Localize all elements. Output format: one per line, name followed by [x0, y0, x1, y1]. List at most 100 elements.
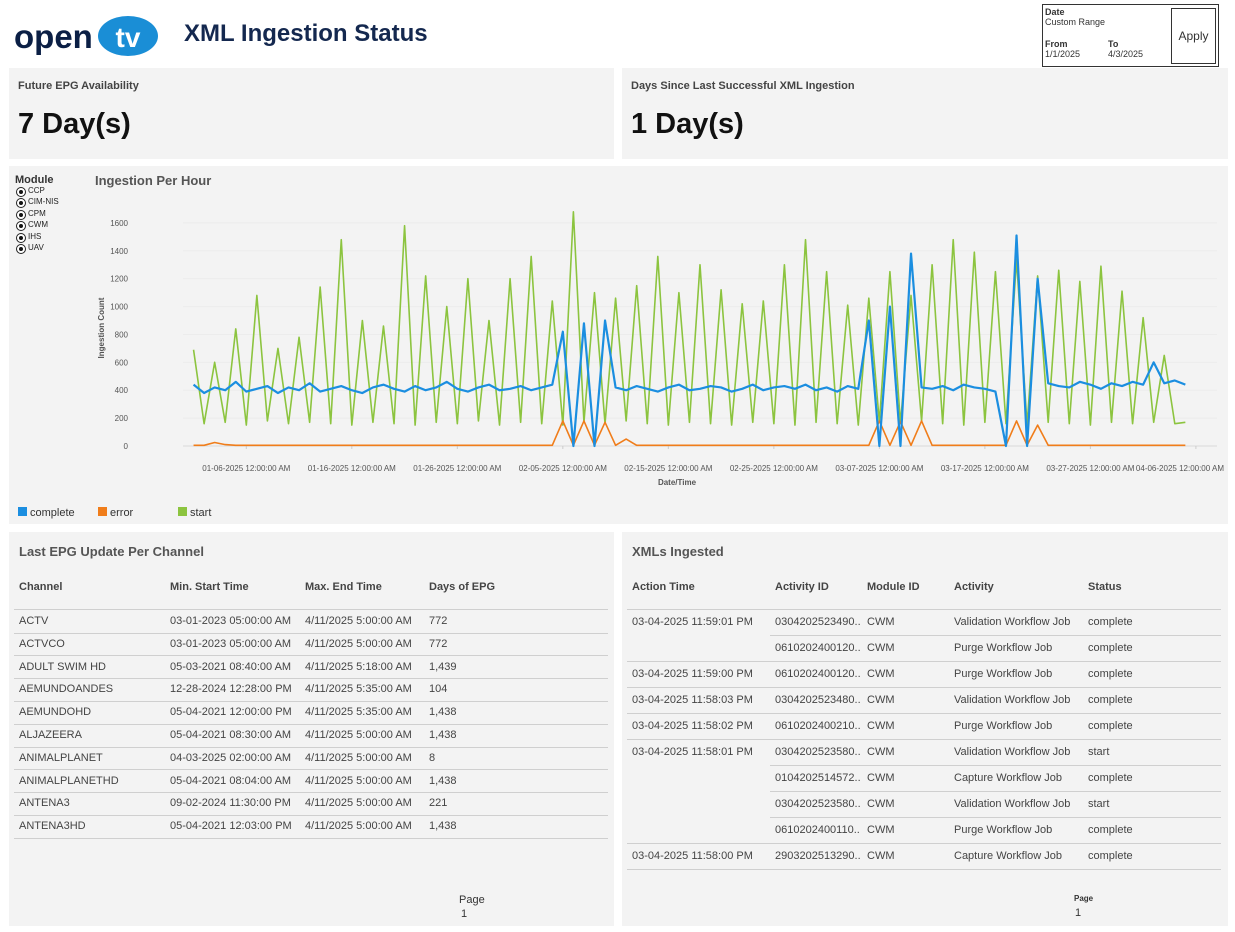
table-cell: 1,438: [429, 774, 457, 787]
table-cell: 04-03-2025 02:00:00 AM: [170, 751, 292, 764]
module-option[interactable]: CWM: [28, 220, 48, 230]
table-cell: 0304202523480..: [775, 694, 861, 706]
table-cell: Purge Workflow Job: [954, 642, 1053, 654]
table-cell: ALJAZEERA: [19, 729, 82, 741]
column-header: Min. Start Time: [170, 581, 249, 593]
table-rule: [14, 723, 608, 725]
module-option[interactable]: CIM-NIS: [28, 197, 59, 207]
table-cell: 772: [429, 637, 448, 650]
column-header: Max. End Time: [305, 581, 382, 593]
module-option[interactable]: CPM: [28, 208, 46, 218]
table-title: Last EPG Update Per Channel: [19, 544, 204, 559]
table-cell: 0610202400120..: [775, 668, 861, 680]
table-cell: 4/11/2025 5:00:00 AM: [305, 637, 412, 650]
table-rule: [14, 632, 608, 634]
table-cell: 05-04-2021 12:03:00 PM: [170, 820, 292, 833]
x-tick-label: 01-16-2025 12:00:00 AM: [308, 464, 396, 473]
logo-mark: tv: [116, 22, 141, 53]
radio-button[interactable]: [16, 244, 26, 254]
y-tick-label: 200: [115, 414, 129, 423]
table-cell: complete: [1088, 772, 1133, 784]
from-date[interactable]: 1/1/2025: [1045, 49, 1081, 59]
table-cell: 09-02-2024 11:30:00 PM: [170, 797, 291, 810]
table-cell: Purge Workflow Job: [954, 824, 1053, 836]
table-cell: AEMUNDOHD: [19, 706, 92, 719]
kpi-value: 1 Day(s): [631, 108, 744, 140]
table-cell: 05-04-2021 12:00:00 PM: [170, 706, 292, 719]
table-cell: ACTV: [19, 615, 49, 627]
kpi-label: Future EPG Availability: [18, 80, 139, 92]
legend-label: error: [110, 507, 134, 519]
table-rule: [14, 700, 608, 702]
table-rule: [14, 655, 608, 657]
chart: Ingestion Per Hour Ingestion Count Date/…: [18, 173, 1224, 519]
table-cell: 4/11/2025 5:00:00 AM: [305, 615, 412, 627]
x-tick-label: 03-17-2025 12:00:00 AM: [941, 464, 1029, 473]
logo-text: open: [14, 18, 93, 55]
table-cell: 03-04-2025 11:58:03 PM: [632, 694, 753, 706]
module-label: Module: [15, 174, 54, 186]
radio-button[interactable]: [16, 232, 26, 243]
legend-label: start: [190, 507, 211, 519]
table-cell: 03-04-2025 11:58:02 PM: [632, 720, 753, 732]
table-rule: [770, 791, 1221, 792]
table-cell: 0304202523490..: [775, 616, 861, 628]
module-option[interactable]: CCP: [28, 186, 45, 195]
column-header: Channel: [19, 581, 63, 593]
table-cell: ACTVCO: [19, 637, 65, 650]
table-cell: ADULT SWIM HD: [19, 660, 106, 673]
table-cell: 03-01-2023 05:00:00 AM: [170, 637, 292, 650]
kpi-panel: Days Since Last Successful XML Ingestion…: [622, 68, 1228, 159]
table-cell: Capture Workflow Job: [954, 772, 1063, 784]
radio-button[interactable]: [16, 209, 26, 220]
column-header: Status: [1088, 581, 1122, 593]
date-filter: Date Custom Range From To 1/1/2025 4/3/2…: [1042, 4, 1219, 67]
table-cell: 4/11/2025 5:18:00 AM: [305, 660, 412, 673]
table-rule: [627, 713, 1221, 714]
table-cell: 0610202400210..: [775, 720, 861, 732]
module-option[interactable]: UAV: [28, 243, 44, 252]
table-cell: complete: [1088, 850, 1133, 862]
table-cell: 05-04-2021 08:04:00 AM: [170, 774, 292, 787]
column-header: Action Time: [632, 581, 695, 593]
table-rule: [14, 837, 608, 839]
table-cell: 0304202523580..: [775, 746, 861, 758]
table-cell: 4/11/2025 5:35:00 AM: [305, 683, 412, 696]
x-tick-label: 02-05-2025 12:00:00 AM: [519, 464, 607, 473]
radio-button[interactable]: [16, 198, 26, 209]
radio-button[interactable]: [16, 221, 26, 232]
column-header: Module ID: [867, 581, 920, 593]
table-cell: complete: [1088, 720, 1133, 732]
date-range[interactable]: Custom Range: [1045, 17, 1106, 27]
xml-panel: XMLs Ingested Page 1 Action Time Activity…: [622, 532, 1228, 926]
table-cell: CWM: [867, 824, 895, 836]
legend-swatch: [98, 507, 107, 516]
to-date[interactable]: 4/3/2025: [1108, 49, 1144, 59]
table-cell: CWM: [867, 642, 895, 654]
apply-button[interactable]: Apply: [1171, 8, 1216, 64]
table-rule: [14, 769, 608, 771]
table-rule: [627, 687, 1221, 688]
table-cell: complete: [1088, 642, 1133, 654]
table-cell: Capture Workflow Job: [954, 850, 1063, 862]
module-option[interactable]: IHS: [28, 231, 42, 241]
table-cell: 03-04-2025 11:59:01 PM: [632, 616, 753, 628]
table-rule: [14, 609, 608, 610]
table-cell: 4/11/2025 5:00:00 AM: [305, 729, 412, 741]
legend-label: complete: [30, 507, 75, 519]
table-cell: 1,438: [429, 729, 457, 741]
table-cell: Purge Workflow Job: [954, 720, 1053, 732]
date-label: Date: [1045, 7, 1065, 17]
table-cell: 12-28-2024 12:28:00 PM: [170, 683, 292, 696]
x-tick-label: 01-06-2025 12:00:00 AM: [202, 464, 290, 473]
table-rule: [627, 609, 1221, 610]
legend-swatch: [178, 507, 187, 516]
y-tick-label: 0: [124, 442, 129, 451]
table-cell: 0304202523580..: [775, 798, 861, 810]
radio-button[interactable]: [16, 187, 26, 197]
table-cell: complete: [1088, 824, 1133, 836]
column-header: Activity ID: [775, 581, 829, 593]
table-cell: CWM: [867, 850, 895, 862]
table-cell: 4/11/2025 5:00:00 AM: [305, 751, 412, 764]
table-rule: [14, 792, 608, 794]
